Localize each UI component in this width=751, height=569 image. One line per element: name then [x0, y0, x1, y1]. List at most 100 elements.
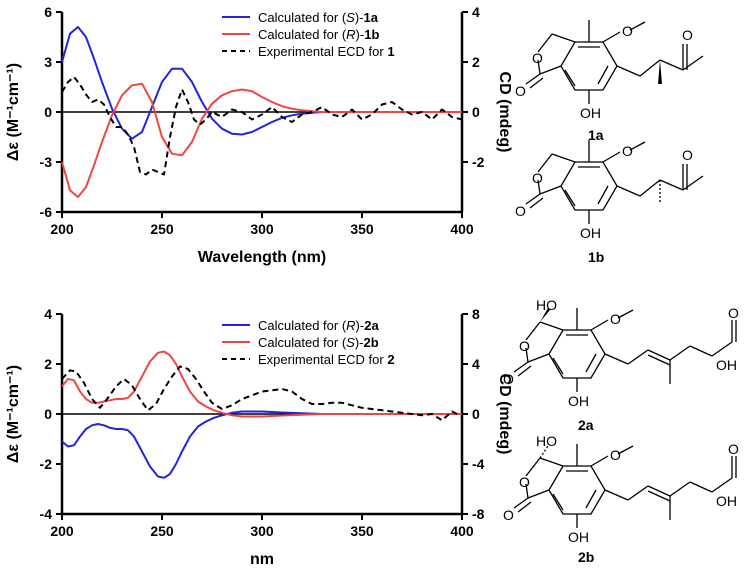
x-axis-title: nm	[250, 551, 274, 568]
left-y-tick-label: -6	[40, 204, 53, 220]
legend-entry-label: Experimental ECD for 1	[258, 44, 395, 59]
benzene-ring	[560, 41, 618, 91]
carbonyl-o-label: O	[503, 507, 514, 523]
series-line-calc-R-2a	[61, 410, 462, 479]
left-y-tick-label: 4	[44, 306, 52, 322]
carbonyl-o-label: O	[515, 83, 526, 99]
x-tick-label: 250	[150, 221, 174, 237]
right-y-axis-title: CD (mdeg)	[496, 72, 513, 153]
methoxy-o-label: O	[622, 23, 633, 39]
right-y-axis-title: CD (mdeg)	[496, 374, 513, 455]
compound-label-1b: 1b	[588, 249, 604, 265]
legend-middle: )-	[355, 335, 364, 350]
legend-entry-label: Calculated for (S)-2b	[258, 335, 379, 350]
series-line-exp-ECD-2	[61, 365, 463, 422]
x-tick-label: 350	[350, 523, 374, 539]
legend-prefix: Calculated for (	[258, 10, 347, 25]
right-y-tick-label: 2	[472, 54, 480, 70]
legend-prefix: Experimental ECD for	[258, 44, 387, 59]
legend-config: R	[346, 27, 355, 42]
left-y-tick-label: 2	[44, 356, 52, 372]
series-line-calc-S-2b	[61, 350, 462, 418]
x-tick-label: 350	[350, 221, 374, 237]
lactone-o-label: O	[532, 50, 543, 66]
right-y-tick-label: 4	[472, 356, 480, 372]
legend-config: R	[346, 318, 355, 333]
legend-middle: )-	[356, 318, 365, 333]
left-y-tick-label: -3	[40, 154, 53, 170]
legend-compound: 2a	[364, 318, 379, 333]
legend-config: S	[346, 335, 355, 350]
hydroxyl-label: OH	[580, 105, 601, 121]
legend-entry-label: Calculated for (S)-1a	[258, 10, 379, 25]
hemiacetal-ho-label: HO	[536, 297, 557, 313]
acid-oh-label: OH	[716, 357, 737, 373]
right-y-tick-label: 4	[472, 4, 480, 20]
right-y-tick-label: -4	[472, 456, 485, 472]
structure-2b	[513, 444, 737, 528]
legend-entry-label: Calculated for (R)-1b	[258, 27, 379, 42]
compound-label-2a: 2a	[578, 417, 594, 433]
legend-middle: )-	[355, 10, 364, 25]
structure-1b	[525, 140, 704, 224]
legend-compound: 2b	[364, 335, 379, 350]
legend-config: S	[346, 10, 355, 25]
legend-compound: 1b	[364, 27, 379, 42]
x-tick-label: 300	[250, 523, 274, 539]
methoxy-bond	[602, 31, 621, 43]
legend-prefix: Experimental ECD for	[258, 352, 387, 367]
left-y-tick-label: -2	[40, 456, 53, 472]
right-y-tick-label: 8	[472, 306, 480, 322]
lactone-o-label: O	[519, 338, 530, 354]
chart-2: 200 250 300 350 400 -4 -2 0 2 4 -8 -4 0 4 8 nm Δε (M⁻¹cm…	[5, 306, 513, 568]
left-y-tick-label: 0	[44, 104, 52, 120]
series-line-calc-R-1b	[61, 82, 462, 198]
methoxy-o-label: O	[622, 143, 633, 159]
series-line-exp-ECD-1	[61, 76, 463, 176]
x-tick-label: 200	[50, 221, 74, 237]
left-y-axis-title: Δε (M⁻¹cm⁻¹)	[5, 63, 22, 161]
x-tick-label: 200	[50, 523, 74, 539]
legend-prefix: Calculated for (	[258, 27, 347, 42]
legend-compound: 1	[387, 44, 394, 59]
hydroxyl-label: OH	[568, 393, 589, 409]
hemiacetal-ho-label: HO	[536, 433, 557, 449]
ketone-o-label: O	[682, 147, 693, 163]
structure-2a	[513, 308, 737, 392]
legend-prefix: Calculated for (	[258, 335, 347, 350]
x-tick-label: 400	[450, 221, 474, 237]
chart-1: 200 250 300 350 400 -6 -3 0 3 6 -2 0 2 4 Wavelength (n…	[5, 4, 513, 266]
left-y-axis-title: Δε (M⁻¹cm⁻¹)	[5, 365, 22, 463]
lactone-o-label: O	[519, 474, 530, 490]
structure-1a	[525, 20, 704, 104]
methoxy-o-label: O	[610, 447, 621, 463]
ketone-o-label: O	[682, 27, 693, 43]
right-y-tick-label: -8	[472, 506, 485, 522]
left-y-tick-label: 3	[44, 54, 52, 70]
left-y-tick-label: 0	[44, 406, 52, 422]
acid-oh-label: OH	[716, 493, 737, 509]
compound-label-2b: 2b	[578, 549, 594, 565]
hydroxyl-label: OH	[580, 225, 601, 241]
legend-compound: 1a	[364, 10, 379, 25]
legend-middle: )-	[356, 27, 365, 42]
left-y-tick-label: -4	[40, 506, 53, 522]
left-y-tick-label: 6	[44, 4, 52, 20]
x-tick-label: 400	[450, 523, 474, 539]
legend-entry-label: Experimental ECD for 2	[258, 352, 395, 367]
acid-o-label: O	[728, 305, 739, 321]
x-tick-label: 300	[250, 221, 274, 237]
carbonyl-o-label: O	[503, 371, 514, 387]
right-y-tick-label: 0	[472, 104, 480, 120]
carbonyl-o-label: O	[515, 203, 526, 219]
lactone-o-label: O	[532, 170, 543, 186]
x-tick-label: 250	[150, 523, 174, 539]
hydroxyl-label: OH	[568, 529, 589, 545]
wedge-bond	[658, 60, 662, 84]
legend-compound: 2	[387, 352, 394, 367]
acid-o-label: O	[728, 441, 739, 457]
x-axis-title: Wavelength (nm)	[198, 249, 326, 266]
methoxy-o-label: O	[610, 311, 621, 327]
compound-label-1a: 1a	[588, 127, 604, 143]
